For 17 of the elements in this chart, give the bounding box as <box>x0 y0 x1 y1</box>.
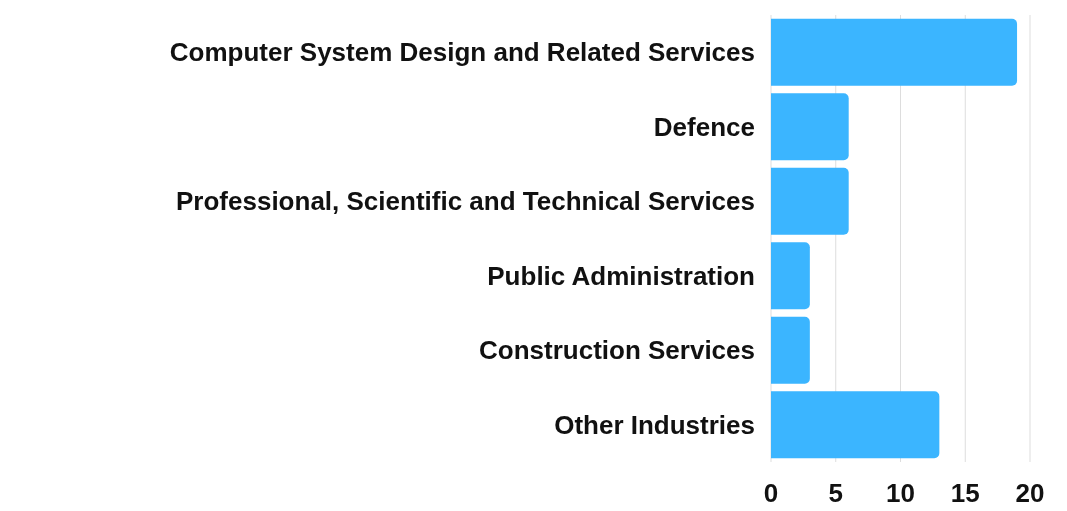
x-tick-label: 10 <box>886 478 915 509</box>
x-tick-label: 20 <box>1015 478 1045 509</box>
bar <box>771 316 810 384</box>
y-tick-label: Construction Services <box>479 335 755 366</box>
bar <box>771 242 810 310</box>
y-tick-label: Other Industries <box>554 409 755 440</box>
x-tick-label: 5 <box>828 478 843 509</box>
y-tick-label: Defence <box>653 111 755 142</box>
x-tick-label: 15 <box>950 478 980 509</box>
y-tick-label: Public Administration <box>487 260 755 291</box>
bar <box>771 391 940 459</box>
bar <box>771 18 1018 86</box>
bar <box>771 93 849 161</box>
y-tick-label: Professional, Scientific and Technical Services <box>176 186 755 217</box>
x-tick-label: 0 <box>763 478 779 509</box>
y-tick-label: Computer System Design and Related Services <box>169 37 755 68</box>
bar <box>771 167 849 235</box>
